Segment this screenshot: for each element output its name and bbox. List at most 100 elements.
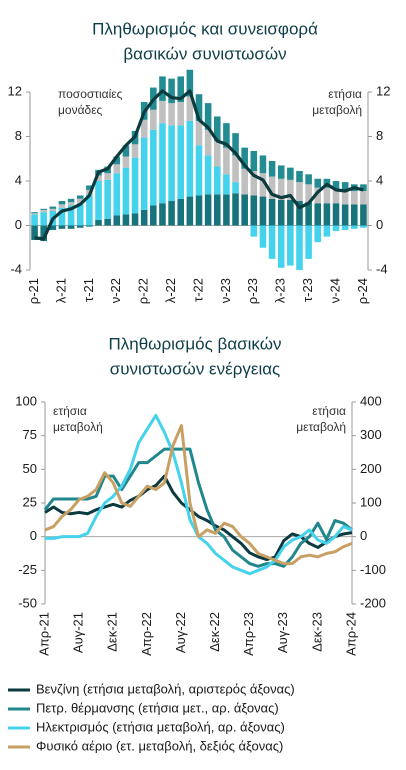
bar-segment [122, 214, 130, 226]
y2-tick-label: 8 [376, 128, 383, 143]
bar-segment [204, 194, 212, 226]
bar-segment [223, 147, 230, 175]
x-tick-label: ρ-21 [26, 278, 41, 304]
bar-segment [323, 203, 331, 226]
bar-segment [159, 123, 166, 204]
legend-label: Πετρ. θέρμανσης (ετήσια μετ., αρ. άξονας… [36, 700, 279, 715]
bar-segment [223, 194, 230, 226]
x-tick-label: ν-24 [327, 278, 342, 303]
bar-segment [95, 175, 102, 181]
bar-segment [305, 202, 312, 226]
bar-segment [277, 165, 285, 179]
x-tick-label: Απρ-22 [139, 612, 154, 656]
bar-segment [268, 225, 276, 259]
bar-segment [131, 157, 139, 214]
bar-segment [104, 218, 111, 226]
y-tick-label: 100 [15, 393, 37, 408]
y2-tick-label: -4 [376, 261, 388, 276]
bar-segment [195, 94, 203, 121]
bar-segment [177, 102, 185, 126]
bar-segment [76, 198, 84, 204]
y2-tick-label: 0 [376, 217, 383, 232]
bar-segment [86, 185, 93, 190]
y2-axis-label: ετήσια [312, 404, 346, 418]
bar-segment [131, 144, 139, 158]
x-tick-label: ν-23 [218, 278, 233, 303]
y-tick-label: -50 [18, 595, 37, 610]
legend-label: Φυσικό αέριο (ετ. μεταβολή, δεξιός άξονα… [36, 738, 283, 753]
bar-segment [150, 129, 157, 206]
bar-segment [296, 225, 303, 270]
x-tick-label: λ-23 [273, 278, 288, 303]
bar-segment [204, 103, 212, 130]
bar-segment [360, 204, 367, 226]
bar-segment [40, 208, 47, 210]
bar-segment [360, 184, 367, 192]
bar-segment [250, 150, 258, 171]
x-tick-label: Δεκ-21 [105, 612, 120, 652]
y2-axis-label: μεταβολή [296, 420, 346, 434]
y-tick-label: 25 [23, 494, 37, 509]
bar-segment [159, 203, 166, 226]
y-axis-label: μονάδες [58, 103, 103, 117]
bar-segment [113, 164, 121, 174]
x-tick-label: Δεκ-23 [309, 612, 324, 652]
bar-segment [351, 204, 358, 226]
bar-segment [360, 191, 367, 205]
chart-title: βασικών συνιστωσών [123, 44, 286, 63]
y2-axis-label: ετήσια [328, 87, 362, 101]
bar-segment [250, 195, 258, 226]
y-axis-label: μεταβολή [53, 420, 103, 434]
bar-segment [186, 96, 194, 121]
x-tick-label: Απρ-21 [36, 612, 51, 656]
chart-title: Πληθωρισμός και συνεισφορά [92, 19, 318, 38]
y-tick-label: 0 [30, 528, 37, 543]
bar-segment [40, 212, 47, 226]
bar-segment [213, 116, 221, 141]
bar-segment [150, 205, 157, 226]
bar-segment [186, 120, 194, 197]
bar-segment [232, 182, 239, 194]
bar-segment [122, 145, 130, 157]
y2-axis-label: μεταβολή [312, 103, 362, 117]
bar-segment [223, 174, 230, 195]
x-tick-label: λ-22 [163, 278, 178, 303]
bar-segment [104, 179, 111, 219]
bar-segment [259, 155, 267, 174]
x-tick-label: Δεκ-22 [207, 612, 222, 652]
y-tick-label: -4 [10, 261, 22, 276]
x-tick-label: τ-21 [81, 278, 96, 302]
bar-segment [168, 201, 175, 226]
bar-segment [40, 225, 47, 242]
x-tick-label: Αυγ-23 [275, 612, 290, 653]
bar-segment [113, 215, 121, 226]
line-series [43, 447, 353, 568]
bar-segment [268, 160, 276, 177]
legend-label: Βενζίνη (ετήσια μεταβολή, αριστερός άξον… [36, 681, 295, 696]
bar-segment [241, 168, 248, 195]
bar-segment [268, 176, 276, 199]
chart-title: συνιστωσών ενέργειας [110, 359, 281, 378]
bar-segment [58, 201, 66, 205]
bar-segment [268, 198, 276, 226]
bar-segment [241, 147, 248, 169]
chart-title: Πληθωρισμός βασικών [108, 334, 281, 353]
y2-tick-label: 200 [360, 461, 382, 476]
bar-segment [113, 173, 121, 216]
bar-segment [67, 205, 75, 226]
bar-segment [186, 196, 194, 226]
bar-segment [277, 199, 285, 226]
bar-segment [131, 213, 139, 226]
bar-segment [122, 156, 130, 168]
y-axis-label: ετήσια [53, 404, 87, 418]
bar-segment [241, 194, 248, 226]
bar-segment [67, 225, 75, 229]
bar-segment [213, 194, 221, 226]
line-series [34, 89, 364, 241]
bar-segment [95, 219, 102, 226]
y-tick-label: -25 [18, 562, 37, 577]
bar-segment [341, 182, 349, 190]
bar-segment [296, 182, 303, 202]
x-tick-label: λ-21 [53, 278, 68, 303]
